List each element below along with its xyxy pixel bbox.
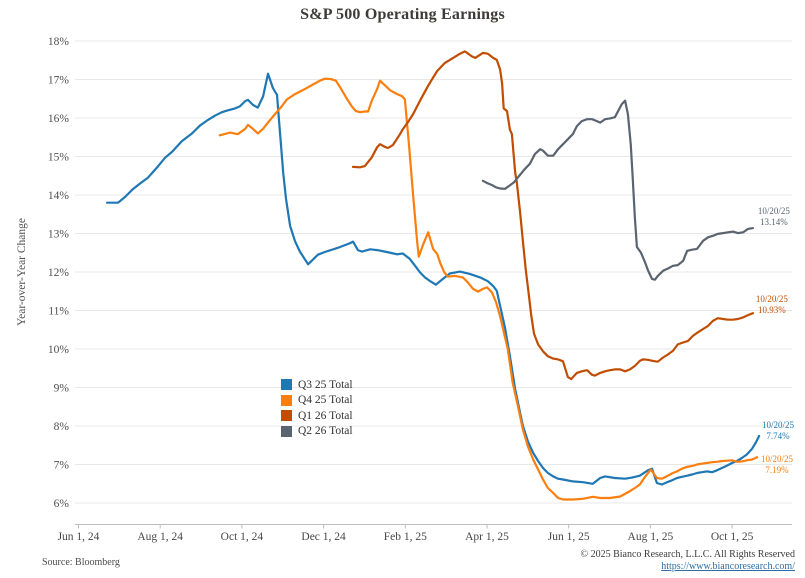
- annotation-date: 10/20/25: [755, 294, 788, 305]
- legend-label: Q1 26 Total: [298, 409, 353, 422]
- copyright-text: © 2025 Bianco Research, L.L.C. All Right…: [580, 549, 795, 560]
- y-tick-label: 7%: [54, 460, 70, 472]
- y-tick-label: 6%: [54, 498, 70, 510]
- copyright-note: © 2025 Bianco Research, L.L.C. All Right…: [580, 549, 795, 573]
- y-tick-label: 16%: [48, 113, 70, 125]
- y-tick-label: 18%: [48, 36, 70, 48]
- x-tick-label: Apr 1, 25: [465, 531, 509, 543]
- series-end-annotation: 10/20/25 7.74%: [762, 420, 794, 441]
- series-end-annotation: 10/20/25 7.19%: [761, 454, 793, 475]
- legend-item: Q1 26 Total: [281, 408, 353, 424]
- legend-label: Q3 25 Total: [298, 378, 353, 391]
- annotation-value: 7.74%: [766, 430, 790, 441]
- annotation-value: 7.19%: [765, 464, 789, 475]
- x-tick-label: Feb 1, 25: [384, 531, 427, 543]
- annotation-value: 13.14%: [760, 216, 788, 227]
- annotation-date: 10/20/25: [762, 420, 795, 430]
- legend-item: Q3 25 Total: [281, 377, 353, 393]
- series-line-q1-26-total: [351, 50, 755, 381]
- source-note: Source: Bloomberg: [42, 557, 120, 568]
- y-tick-label: 17%: [48, 75, 70, 87]
- annotation-date: 10/20/25: [761, 454, 794, 465]
- x-tick-label: Jun 1, 25: [548, 531, 590, 543]
- y-tick-label: 15%: [48, 152, 70, 164]
- annotation-value: 10.93%: [758, 304, 786, 315]
- y-tick-label: 14%: [48, 190, 70, 202]
- series-end-annotation: 10/20/25 13.14%: [758, 206, 790, 227]
- annotation-date: 10/20/25: [757, 206, 790, 217]
- series-line-q4-25-total: [218, 77, 759, 501]
- legend-swatch-icon: [281, 379, 292, 391]
- legend: Q3 25 Total Q4 25 Total Q1 26 Total Q2 26 T…: [281, 377, 353, 439]
- y-tick-label: 8%: [54, 421, 70, 433]
- legend-label: Q4 25 Total: [298, 394, 353, 407]
- x-tick-label: Dec 1, 24: [301, 531, 346, 543]
- y-tick-label: 12%: [48, 267, 70, 279]
- legend-swatch-icon: [281, 394, 292, 406]
- x-tick-label: Aug 1, 25: [628, 531, 674, 543]
- series-end-annotation: 10/20/25 10.93%: [756, 294, 788, 315]
- series-line-q2-26-total: [481, 99, 755, 281]
- x-tick-label: Oct 1, 24: [221, 531, 264, 543]
- legend-item: Q4 25 Total: [281, 393, 353, 409]
- legend-swatch-icon: [281, 410, 292, 422]
- legend-label: Q2 26 Total: [298, 425, 353, 438]
- legend-item: Q2 26 Total: [281, 424, 353, 440]
- x-tick-label: Oct 1, 25: [711, 531, 754, 543]
- y-tick-label: 9%: [54, 383, 70, 395]
- legend-swatch-icon: [281, 425, 292, 437]
- biancoresearch-link[interactable]: https://www.biancoresearch.com/: [661, 561, 795, 572]
- chart-title: S&P 500 Operating Earnings: [300, 6, 505, 23]
- y-tick-label: 10%: [48, 344, 70, 356]
- x-tick-label: Jun 1, 24: [58, 531, 100, 543]
- series-line-q3-25-total: [105, 72, 761, 486]
- y-tick-label: 11%: [48, 306, 69, 318]
- y-tick-label: 13%: [48, 229, 70, 241]
- x-tick-label: Aug 1, 24: [137, 531, 183, 543]
